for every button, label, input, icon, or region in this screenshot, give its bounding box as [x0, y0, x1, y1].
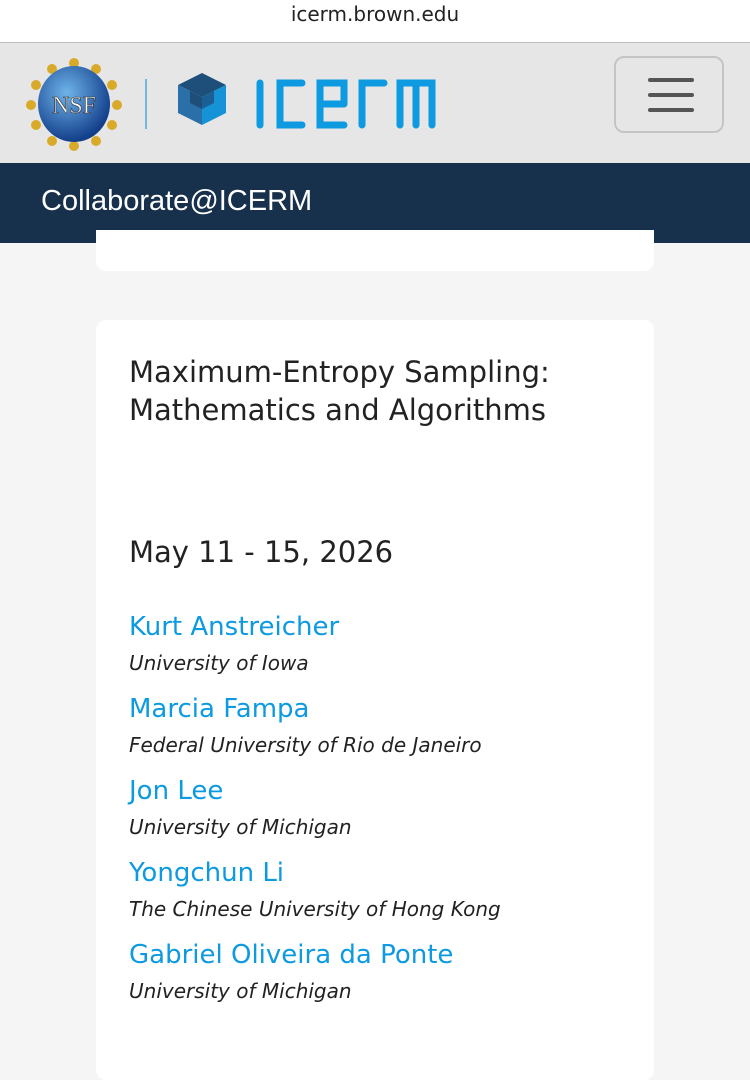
url-text: icerm.brown.edu — [290, 2, 460, 26]
organizer-name-link[interactable]: Gabriel Oliveira da Ponte — [129, 940, 454, 970]
organizer-name-link[interactable]: Jon Lee — [129, 776, 224, 806]
icerm-logo[interactable] — [170, 69, 440, 139]
organizer-list: Kurt Anstreicher University of Iowa Marci… — [129, 610, 501, 1020]
section-nav: Collaborate@ICERM — [0, 163, 750, 243]
organizer-item: Marcia Fampa Federal University of Rio de… — [129, 692, 501, 774]
nav-title-link[interactable]: Collaborate@ICERM — [41, 185, 313, 217]
organizer-affiliation: University of Michigan — [129, 815, 352, 839]
nsf-logo[interactable]: NSF — [26, 57, 122, 151]
logo-divider — [145, 79, 147, 129]
svg-text:NSF: NSF — [52, 93, 96, 119]
organizer-name-link[interactable]: Kurt Anstreicher — [129, 612, 340, 642]
organizer-item: Kurt Anstreicher University of Iowa — [129, 610, 501, 692]
hamburger-icon-bar — [648, 108, 694, 112]
url-bar[interactable]: icerm.brown.edu — [0, 0, 750, 43]
organizer-affiliation: Federal University of Rio de Janeiro — [129, 733, 482, 757]
previous-card — [96, 230, 654, 271]
organizer-affiliation: University of Iowa — [129, 651, 309, 675]
organizer-item: Gabriel Oliveira da Ponte University of M… — [129, 938, 501, 1020]
hamburger-icon — [648, 78, 694, 82]
organizer-name-link[interactable]: Marcia Fampa — [129, 694, 310, 724]
site-header: NSF — [0, 43, 750, 163]
event-title: Maximum-Entropy Sampling: Mathematics an… — [129, 355, 550, 427]
hamburger-icon-bar — [648, 93, 694, 97]
menu-toggle-button[interactable] — [614, 56, 724, 133]
organizer-name-link[interactable]: Yongchun Li — [129, 858, 285, 888]
organizer-affiliation: University of Michigan — [129, 979, 352, 1003]
organizer-affiliation: The Chinese University of Hong Kong — [129, 897, 501, 921]
event-card: Maximum-Entropy Sampling: Mathematics an… — [96, 320, 654, 1080]
organizer-item: Jon Lee University of Michigan — [129, 774, 501, 856]
event-date: May 11 - 15, 2026 — [129, 535, 394, 569]
organizer-item: Yongchun Li The Chinese University of Hon… — [129, 856, 501, 938]
